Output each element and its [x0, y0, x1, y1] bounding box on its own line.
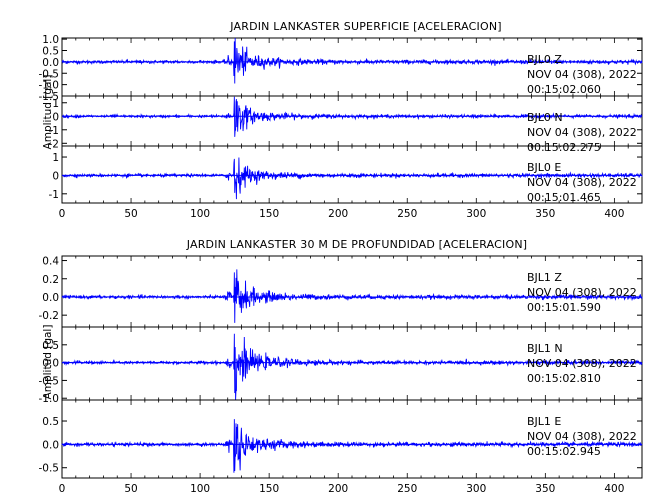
time-label: 00:15:01.590 — [527, 301, 601, 314]
x-tick-label: 350 — [535, 208, 555, 220]
y-tick-label: 0.5 — [42, 416, 59, 428]
x-tick-label: 200 — [328, 208, 348, 220]
y-axis-label: Amplitud [gal] — [42, 325, 54, 400]
x-tick-label: 300 — [466, 208, 486, 220]
y-tick-label: -1.5 — [39, 91, 60, 103]
station-label: BJL1 N — [527, 342, 563, 355]
y-tick-label: 0.2 — [42, 274, 59, 286]
y-tick-label: 0.5 — [42, 340, 59, 352]
date-label: NOV 04 (308), 2022 — [527, 176, 637, 189]
x-tick-label: 0 — [59, 483, 66, 495]
time-label: 00:15:02.060 — [527, 83, 601, 96]
y-tick-label: -0.5 — [39, 68, 60, 80]
x-tick-label: 0 — [59, 208, 66, 220]
date-label: NOV 04 (308), 2022 — [527, 126, 637, 139]
trace-panel-0: 1.00.50.0-0.5-1.0-1.5 BJL0 Z NOV 04 (308),… — [39, 34, 643, 103]
date-label: NOV 04 (308), 2022 — [527, 286, 637, 299]
trace-panel-1: 10 -1-2 BJL0 N NOV 04 (308), 2022 00:15:02.2… — [49, 95, 643, 154]
x-tick-label: 300 — [466, 483, 486, 495]
y-tick-label: 0.0 — [42, 439, 59, 451]
y-tick-label: 1 — [52, 98, 59, 110]
y-tick-label: -1.0 — [39, 393, 60, 405]
y-tick-label: -1 — [49, 125, 59, 137]
y-tick-label: -0.2 — [39, 310, 60, 322]
time-label: 00:15:02.810 — [527, 372, 601, 385]
x-tick-label: 200 — [328, 483, 348, 495]
y-tick-label: 0.5 — [42, 46, 59, 58]
x-tick-label: 150 — [259, 208, 279, 220]
y-tick-label: -2 — [49, 138, 59, 150]
y-tick-label: 0.4 — [42, 256, 59, 268]
x-tick-label: 50 — [124, 483, 137, 495]
trace-panel-1: 0.5 0.0 -0.5 -1.0 BJL1 N NOV 04 (308), 2022 00… — [39, 326, 643, 405]
chart-surface-acceleration: JARDIN LANKASTER SUPERFICIE [ACELERACION… — [39, 20, 643, 220]
chart-title: JARDIN LANKASTER SUPERFICIE [ACELERACION… — [229, 20, 502, 33]
date-label: NOV 04 (308), 2022 — [527, 68, 637, 81]
y-tick-label: 0.0 — [42, 292, 59, 304]
y-tick-label: 0.0 — [42, 358, 59, 370]
y-tick-label: 0 — [52, 170, 59, 182]
y-tick-label: 1.0 — [42, 34, 59, 46]
y-tick-label: -1.0 — [39, 80, 60, 92]
x-tick-label: 100 — [190, 208, 210, 220]
chart-title: JARDIN LANKASTER 30 M DE PROFUNDIDAD [AC… — [186, 238, 528, 251]
time-label: 00:15:02.945 — [527, 445, 601, 458]
y-tick-label: -0.5 — [39, 463, 60, 475]
station-label: BJL0 Z — [527, 53, 562, 66]
y-tick-label: -0.5 — [39, 375, 60, 387]
time-label: 00:15:01.465 — [527, 191, 601, 204]
trace-panel-2: 0.5 0.0 -0.5 BJL1 E NOV 04 (308), 2022 00:15:… — [39, 399, 643, 479]
station-label: BJL0 E — [527, 161, 561, 174]
station-label: BJL1 Z — [527, 271, 562, 284]
station-label: BJL0 N — [527, 111, 563, 124]
trace-panel-0: 0.4 0.2 0.0 -0.2 BJL1 Z NOV 04 (308), 2022 00:… — [39, 255, 643, 328]
x-tick-label: 50 — [124, 208, 137, 220]
date-label: NOV 04 (308), 2022 — [527, 357, 637, 370]
x-tick-label: 350 — [535, 483, 555, 495]
x-tick-label: 400 — [604, 483, 624, 495]
x-tick-label: 250 — [397, 483, 417, 495]
y-axis-label: Amplitud [gal] — [42, 75, 54, 150]
y-tick-label: 0.0 — [42, 57, 59, 69]
x-tick-label: 400 — [604, 208, 624, 220]
y-tick-label: 0 — [52, 111, 59, 123]
x-tick-label: 100 — [190, 483, 210, 495]
chart-30m-depth-acceleration: JARDIN LANKASTER 30 M DE PROFUNDIDAD [AC… — [39, 238, 643, 495]
y-tick-label: -1 — [49, 189, 59, 201]
trace-panel-2: 1 0 -1 BJL0 E NOV 04 (308), 2022 00:15:01.465 — [49, 145, 643, 204]
time-label: 00:15:02.275 — [527, 141, 601, 154]
x-tick-label: 250 — [397, 208, 417, 220]
x-tick-label: 150 — [259, 483, 279, 495]
station-label: BJL1 E — [527, 415, 561, 428]
date-label: NOV 04 (308), 2022 — [527, 430, 637, 443]
y-tick-label: 1 — [52, 152, 59, 164]
